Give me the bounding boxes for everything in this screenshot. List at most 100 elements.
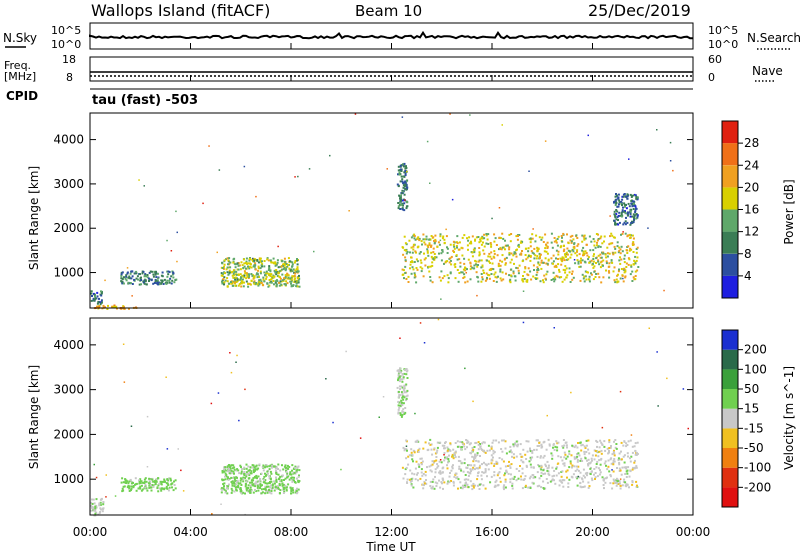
range-gate-cell <box>459 468 462 471</box>
range-gate-cell <box>266 272 269 275</box>
range-gate-cell <box>436 446 439 449</box>
range-gate-cell <box>98 512 101 515</box>
range-gate-cell <box>280 480 283 483</box>
colorbar-swatch <box>722 487 738 507</box>
range-gate-cell <box>619 390 622 393</box>
range-gate-cell <box>143 282 146 285</box>
range-gate-cell <box>615 484 618 487</box>
range-gate-cell <box>218 169 221 171</box>
range-gate-cell <box>465 478 468 481</box>
range-gate-cell <box>251 478 254 481</box>
range-gate-cell <box>296 466 299 469</box>
range-gate-cell <box>263 260 266 262</box>
range-gate-cell <box>420 462 423 464</box>
range-gate-cell <box>475 271 478 274</box>
range-gate-cell <box>599 471 602 474</box>
range-gate-cell <box>99 507 102 510</box>
range-gate-cell <box>589 249 592 252</box>
range-gate-cell <box>122 282 125 285</box>
range-gate-cell <box>221 267 224 269</box>
range-gate-cell <box>610 232 613 235</box>
range-gate-cell <box>479 464 481 467</box>
range-gate-cell <box>292 471 295 474</box>
range-gate-cell <box>275 285 278 288</box>
range-gate-cell <box>594 478 596 480</box>
range-gate-cell <box>632 263 635 266</box>
range-gate-cell <box>291 263 294 266</box>
range-gate-cell <box>512 254 515 257</box>
range-gate-cell <box>224 472 227 475</box>
range-gate-cell <box>248 469 251 472</box>
range-gate-cell <box>401 116 404 118</box>
range-gate-cell <box>590 273 593 276</box>
range-gate-cell <box>268 475 271 478</box>
range-gate-cell <box>93 463 95 466</box>
range-gate-cell <box>597 259 600 262</box>
range-gate-cell <box>620 215 623 218</box>
range-gate-cell <box>449 442 452 445</box>
range-gate-cell <box>484 469 487 472</box>
range-gate-cell <box>564 269 567 272</box>
range-gate-cell <box>127 281 130 284</box>
range-gate-cell <box>268 267 271 269</box>
range-gate-cell <box>240 472 243 475</box>
range-gate-cell <box>631 481 634 484</box>
range-gate-cell <box>558 270 561 273</box>
range-gate-cell <box>527 255 530 257</box>
range-gate-cell <box>286 277 289 280</box>
range-gate-cell <box>613 201 615 204</box>
range-gate-cell <box>537 464 540 466</box>
range-gate-cell <box>405 252 408 255</box>
range-gate-cell <box>403 181 406 184</box>
range-gate-cell <box>602 276 605 279</box>
range-gate-cell <box>635 251 638 254</box>
range-gate-cell <box>614 204 617 207</box>
range-gate-cell <box>563 464 566 467</box>
range-gate-cell <box>565 457 568 460</box>
range-gate-cell <box>605 256 608 259</box>
range-gate-cell <box>354 113 357 115</box>
range-gate-cell <box>126 271 129 274</box>
range-gate-cell <box>531 451 534 454</box>
range-gate-cell <box>591 262 594 265</box>
range-gate-cell <box>499 467 502 470</box>
range-gate-cell <box>441 277 444 280</box>
range-gate-cell <box>509 445 512 448</box>
range-gate-cell <box>121 282 124 285</box>
range-gate-cell <box>400 175 403 178</box>
range-gate-cell <box>169 277 172 280</box>
range-gate-cell <box>259 485 262 487</box>
range-gate-cell <box>152 485 155 488</box>
range-gate-cell <box>223 488 226 491</box>
range-gate-cell <box>635 466 638 469</box>
range-gate-cell <box>613 452 616 455</box>
range-gate-cell <box>542 441 545 444</box>
range-gate-cell <box>429 469 432 472</box>
range-gate-cell <box>609 215 611 217</box>
range-gate-cell <box>494 481 497 484</box>
range-gate-cell <box>223 265 225 268</box>
range-gate-cell <box>257 261 260 264</box>
range-gate-cell <box>113 304 116 307</box>
range-gate-cell <box>555 264 558 267</box>
range-gate-cell <box>399 164 402 167</box>
range-gate-cell <box>488 449 491 452</box>
range-gate-cell <box>266 470 269 473</box>
range-gate-cell <box>275 478 278 481</box>
range-gate-cell <box>267 485 270 488</box>
range-gate-cell <box>473 446 476 448</box>
range-gate-cell <box>611 469 613 471</box>
range-gate-cell <box>495 276 498 279</box>
station-title: Wallops Island (fitACF) <box>91 1 270 20</box>
range-gate-cell <box>599 245 602 248</box>
range-gate-cell <box>247 487 250 489</box>
range-gate-cell <box>236 468 239 471</box>
range-gate-cell <box>412 460 414 463</box>
y-tick-label: 1000 <box>53 472 84 486</box>
range-gate-cell <box>406 369 409 372</box>
range-gate-cell <box>621 484 624 487</box>
range-gate-cell <box>583 238 586 241</box>
range-gate-cell <box>260 492 263 495</box>
range-gate-cell <box>566 233 568 236</box>
range-gate-cell <box>228 263 231 266</box>
